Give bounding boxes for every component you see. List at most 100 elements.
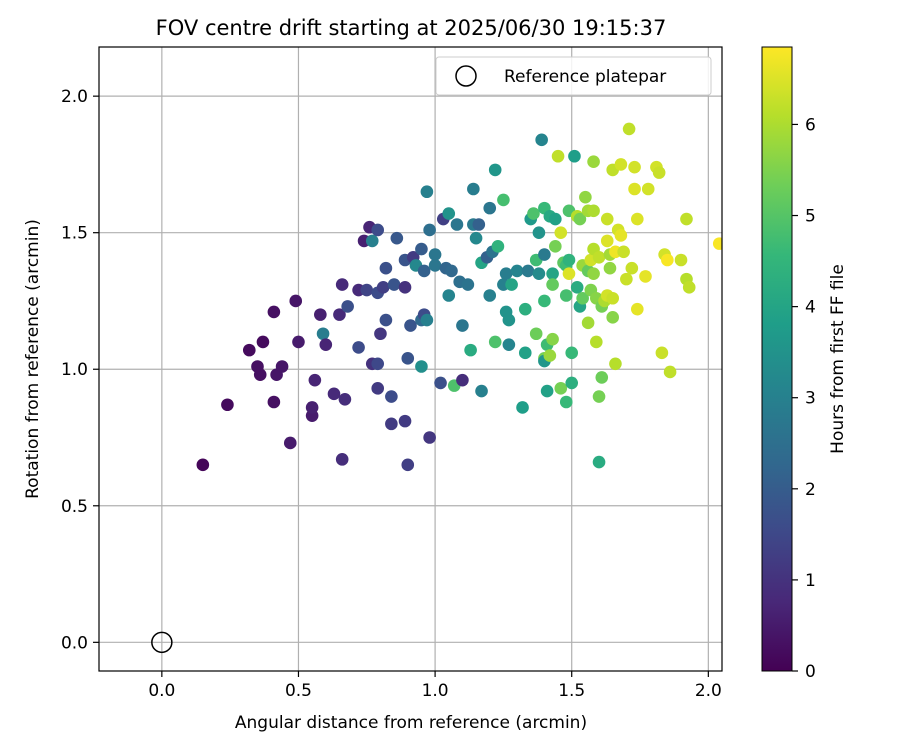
data-point <box>327 387 341 401</box>
data-point <box>661 253 674 267</box>
colorbar-tick-label: 0 <box>805 662 816 682</box>
data-point <box>546 332 559 346</box>
data-point <box>622 122 636 136</box>
y-ticks: 0.0 0.5 1.0 1.5 2.0 <box>61 87 99 653</box>
colorbar-ticks: 0 1 2 3 4 5 6 <box>792 115 816 682</box>
data-point <box>365 234 379 248</box>
data-point <box>532 226 546 239</box>
data-point <box>401 352 415 365</box>
data-point <box>434 376 447 390</box>
data-point <box>283 436 297 450</box>
y-axis-label: Rotation from reference (arcmin) <box>23 219 43 499</box>
data-point <box>338 392 352 406</box>
data-point <box>595 371 609 384</box>
colorbar: 0 1 2 3 4 5 6 Hours from first FF file <box>761 46 848 682</box>
data-point <box>587 155 600 168</box>
data-point <box>543 349 557 362</box>
data-point <box>333 308 346 321</box>
colorbar-tick-label: 4 <box>805 298 816 318</box>
data-point <box>461 278 475 291</box>
data-point <box>379 313 393 327</box>
y-tick-label: 1.5 <box>61 224 88 244</box>
colorbar-label: Hours from first FF file <box>828 264 848 454</box>
data-point <box>371 223 385 237</box>
x-tick-label: 0.0 <box>148 681 175 701</box>
x-tick-label: 1.0 <box>422 681 449 701</box>
colorbar-tick-label: 2 <box>805 480 816 500</box>
data-point <box>415 242 428 256</box>
data-point <box>488 163 502 177</box>
data-point <box>630 302 644 316</box>
data-point <box>674 253 688 267</box>
data-point <box>415 360 428 373</box>
data-point <box>570 281 584 294</box>
data-point <box>472 218 486 231</box>
data-point <box>652 166 666 179</box>
colorbar-tick-label: 6 <box>805 115 816 135</box>
data-point <box>423 223 436 237</box>
x-axis-label: Angular distance from reference (arcmin) <box>235 713 587 733</box>
data-point <box>663 365 677 379</box>
data-point <box>587 204 600 218</box>
data-point <box>538 248 551 261</box>
colorbar-tick-label: 3 <box>805 389 816 409</box>
legend-box <box>435 56 712 96</box>
data-point <box>385 417 398 431</box>
data-point <box>606 311 620 324</box>
data-point <box>609 357 622 371</box>
data-point <box>521 264 535 278</box>
data-point <box>314 308 327 321</box>
data-point <box>420 313 434 327</box>
data-point <box>549 240 562 253</box>
data-point <box>554 226 568 239</box>
data-point <box>505 278 518 291</box>
data-point <box>445 264 458 278</box>
y-tick-label: 0.5 <box>61 497 88 517</box>
data-point <box>423 431 436 444</box>
data-point <box>620 272 633 286</box>
data-point <box>712 237 722 250</box>
data-point <box>600 234 614 248</box>
data-point <box>559 289 573 302</box>
data-point <box>371 382 385 395</box>
data-point <box>680 212 693 226</box>
data-point <box>614 229 628 242</box>
data-point <box>499 267 513 280</box>
data-point <box>417 264 431 278</box>
data-point <box>292 335 305 349</box>
data-point <box>475 384 488 398</box>
data-point <box>442 207 456 220</box>
data-point <box>335 278 349 291</box>
data-point <box>464 343 477 357</box>
legend-marker-icon <box>455 65 477 87</box>
chart-title: FOV centre drift starting at 2025/06/30 … <box>156 16 667 40</box>
data-point <box>527 207 540 220</box>
data-point <box>568 149 581 163</box>
data-point <box>655 346 669 360</box>
legend: Reference platepar <box>435 56 712 96</box>
data-point <box>316 327 330 341</box>
data-point <box>559 395 573 409</box>
data-point <box>428 248 442 261</box>
colorbar-tick-label: 5 <box>805 207 816 227</box>
data-point <box>546 278 559 291</box>
data-point <box>242 343 256 357</box>
data-point <box>467 182 480 196</box>
data-point <box>540 384 554 398</box>
data-point <box>617 245 630 259</box>
data-point <box>625 261 639 275</box>
x-tick-label: 2.0 <box>695 681 722 701</box>
data-point <box>483 201 497 215</box>
data-point <box>565 346 579 360</box>
data-point <box>267 395 281 409</box>
data-point <box>603 261 617 275</box>
data-point <box>305 401 319 414</box>
data-point <box>483 289 497 302</box>
data-point <box>456 373 469 387</box>
data-point <box>590 335 603 349</box>
data-point <box>335 453 349 466</box>
data-point <box>308 373 322 387</box>
data-point <box>592 390 606 403</box>
x-ticks: 0.0 0.5 1.0 1.5 2.0 <box>148 671 722 701</box>
